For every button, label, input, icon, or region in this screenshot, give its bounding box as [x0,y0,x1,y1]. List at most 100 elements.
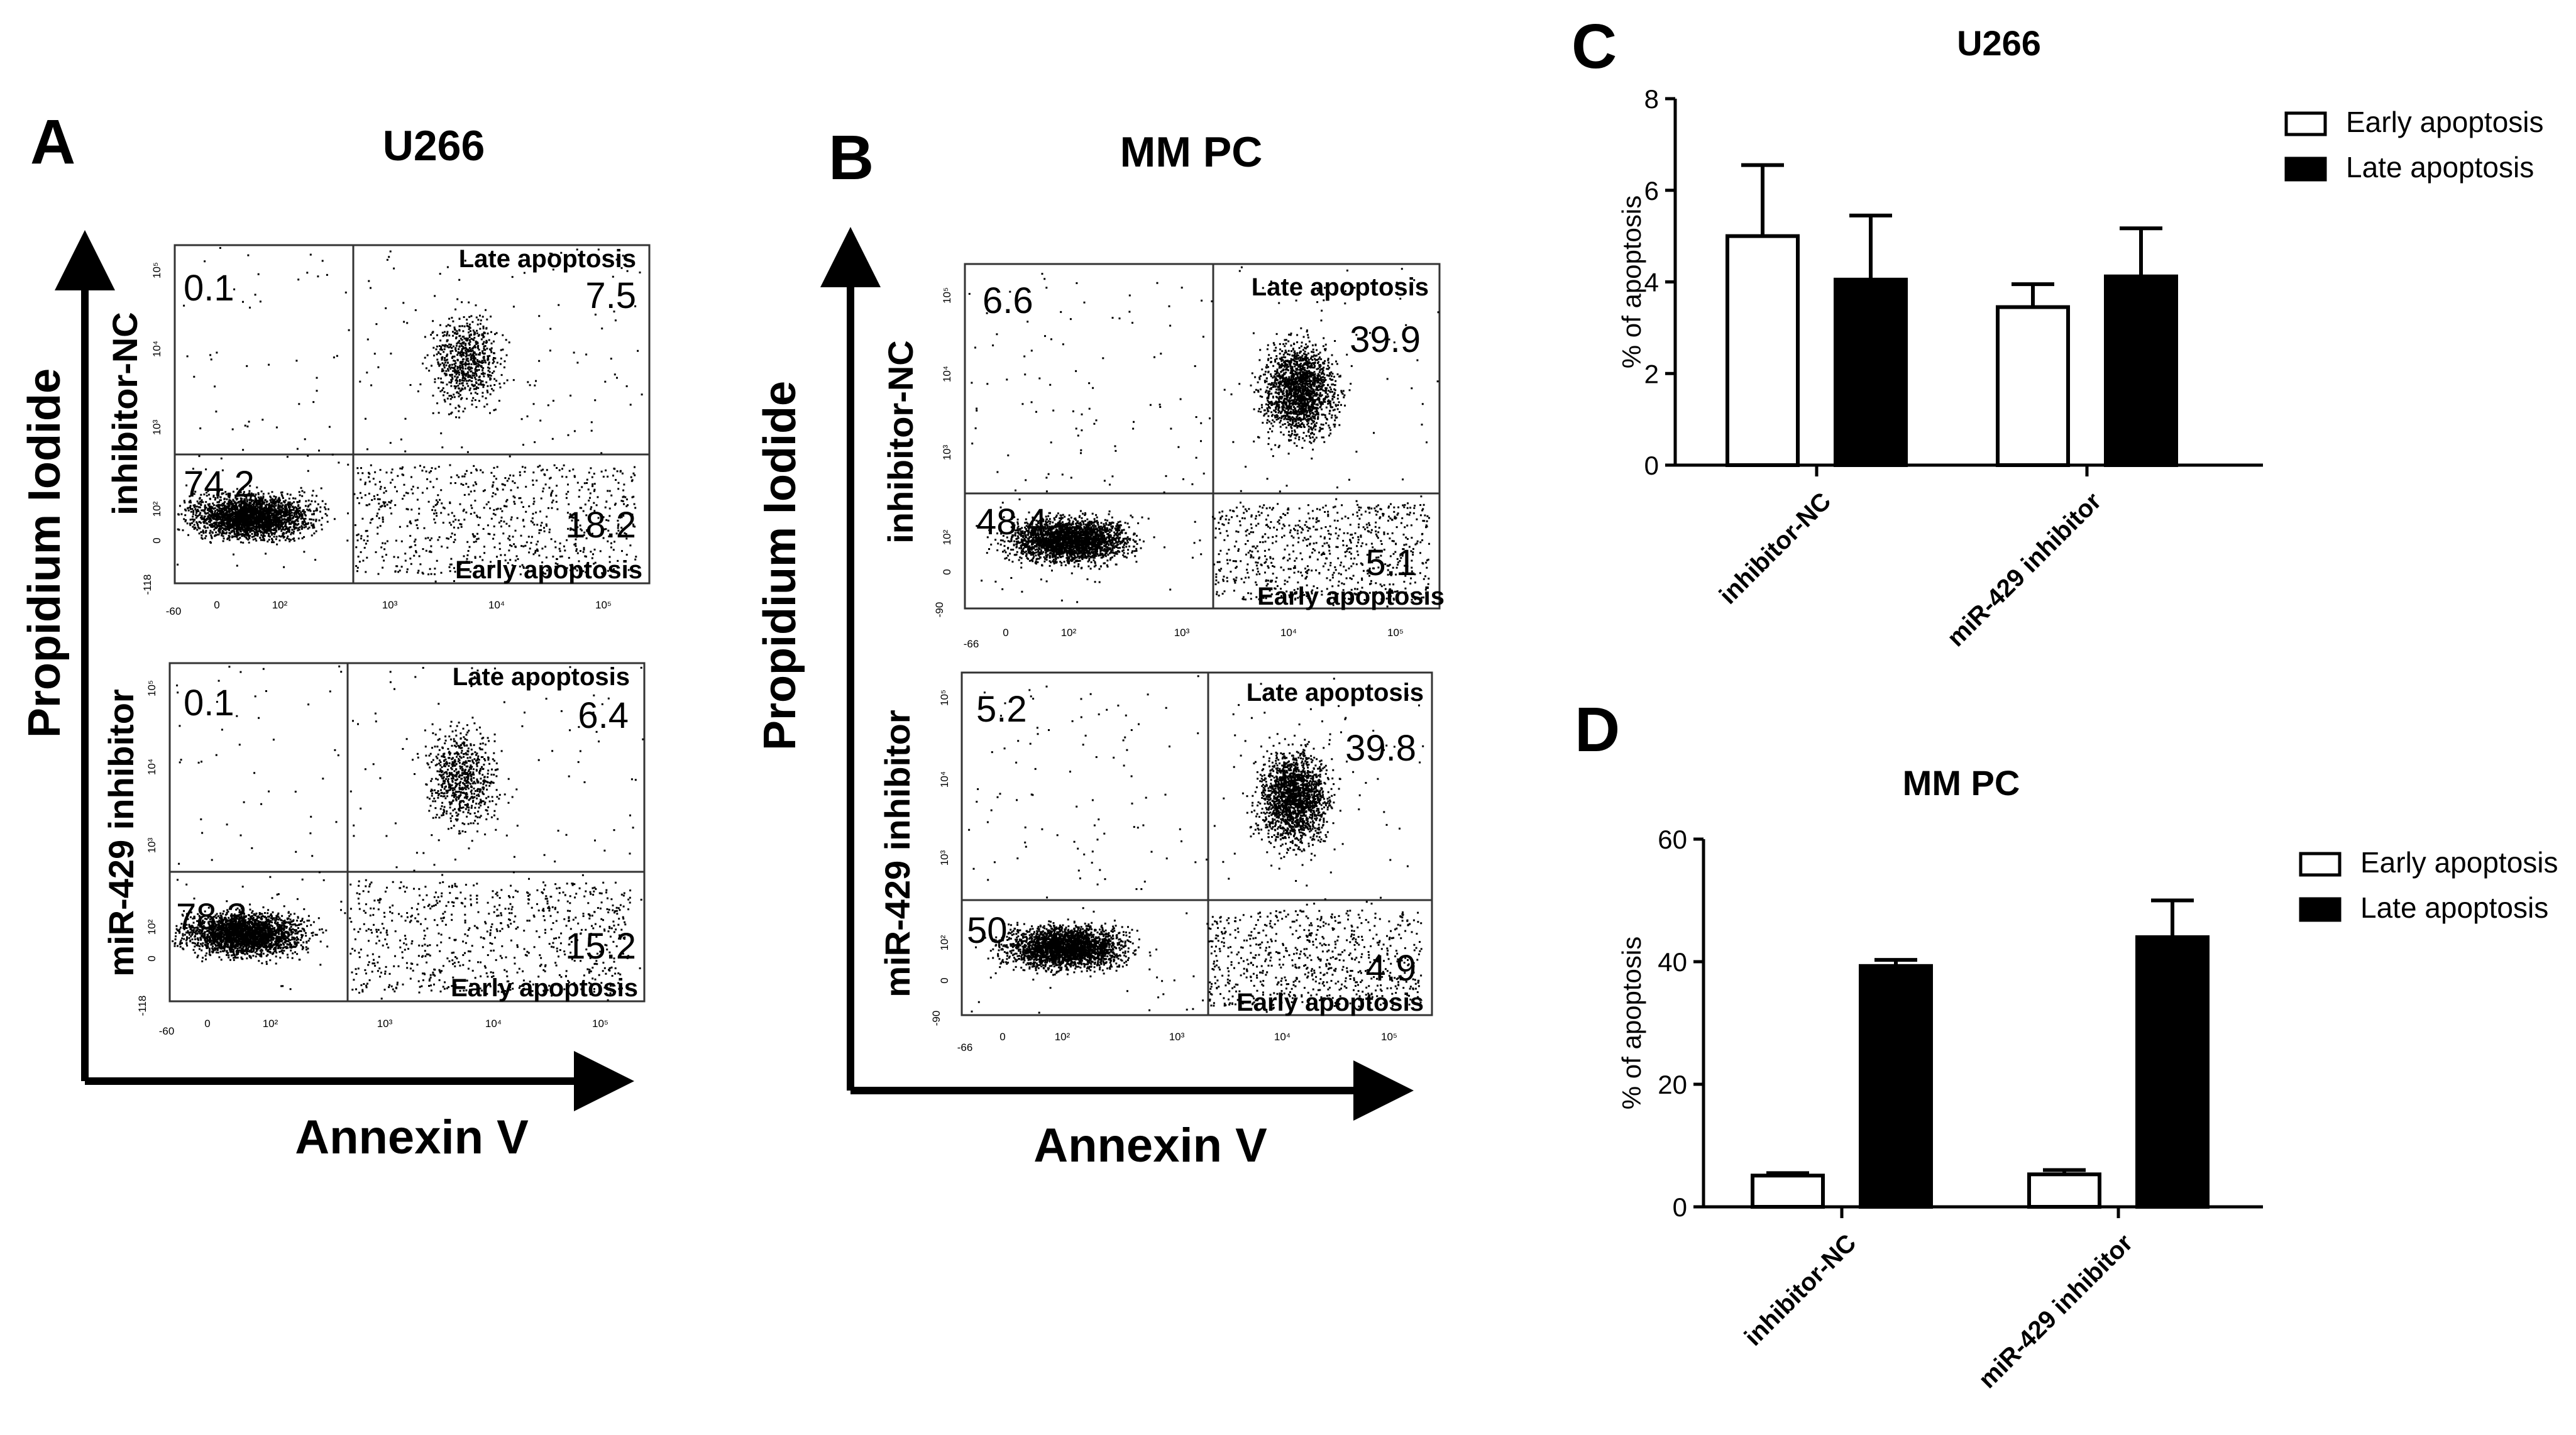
panel-b: B MM PC Propidium Iodide Annexin V inhib… [755,123,1445,1172]
quadrant-lower-right-value: 15.2 [565,926,636,967]
x-tick-label: 0 [204,1018,210,1030]
row-label: inhibitor-NC [881,340,920,543]
y-ticks: -90 0 10² 10³ 10⁴ 10⁵ [933,287,953,617]
x-tick-label: 10² [1061,627,1077,639]
quadrant-upper-right-value: 39.9 [1350,319,1421,360]
y-tick-label: 10³ [941,444,953,460]
panel-b-title: MM PC [1120,128,1263,176]
quadrant-lower-left-value: 48.4 [976,502,1047,542]
y-tick-label: 10⁵ [938,690,950,706]
chart-title: MM PC [1903,763,2020,803]
flow-plot: inhibitor-NC Late apoptosis Early apopto… [105,244,651,617]
x-tick-label: inhibitor-NC [1714,487,1836,609]
y-tick-label: 10⁵ [941,287,953,304]
x-tick-label: -66 [957,1042,973,1053]
x-tick-label: 10² [1055,1031,1071,1043]
early-apoptosis-label: Early apoptosis [455,556,642,584]
panel-a-x-axis-label: Annexin V [295,1111,529,1164]
quadrant-upper-left-value: 0.1 [184,268,234,309]
panel-d: D MM PC % of apoptosis 0 20 40 60 inhibitor-NC… [1575,695,2558,1394]
panel-b-y-axis-label: Propidium Iodide [755,381,805,750]
y-tick-label: 0 [146,955,158,961]
x-tick-label: 10³ [1169,1031,1185,1043]
x-tick-label: 10⁵ [1381,1031,1397,1043]
flow-plot: miR-429 inhibitor Late apoptosis Early a… [878,671,1433,1053]
legend-swatch [2299,852,2342,877]
quadrant-lower-right-value: 5.1 [1365,542,1416,583]
legend-label: Late apoptosis [2360,891,2548,924]
x-tick-label: miR-429 inhibitor [1973,1229,2138,1394]
y-ticks: -118 0 10² 10³ 10⁴ 10⁵ [141,262,163,595]
y-ticks: -90 0 10² 10³ 10⁴ 10⁵ [930,690,950,1026]
x-tick-label: 10² [272,599,288,611]
y-tick-label: 0 [938,977,950,983]
x-ticks: -66 0 10² 10³ 10⁴ 10⁵ [957,1031,1397,1053]
y-tick-label: -90 [933,602,945,618]
bar-late-apoptosis [2135,935,2210,1209]
x-tick-label: 0 [214,599,219,611]
quadrant-upper-left-value: 6.6 [983,280,1033,321]
y-tick-label: 0 [941,569,953,575]
y-ticks: -118 0 10² 10³ 10⁴ 10⁵ [136,680,158,1016]
panel-a-title: U266 [383,122,485,170]
x-tick-label: 10² [263,1018,278,1030]
y-tick-label: 10⁴ [146,759,158,775]
y-tick-label: 0 [1673,1192,1687,1222]
y-tick-label: 2 [1644,359,1659,388]
flow-plot-frame [173,244,651,585]
y-tick-label: 60 [1658,825,1687,854]
x-tick-label: 10⁵ [1387,627,1404,639]
legend-swatch [2284,157,2327,182]
x-tick-label: 10⁴ [1280,627,1297,639]
y-tick-label: 0 [151,537,163,543]
late-apoptosis-label: Late apoptosis [1252,273,1429,301]
y-axis-label: % of apoptosis [1617,937,1646,1110]
bar-early-apoptosis [2027,1172,2101,1209]
flow-plot: inhibitor-NC Late apoptosis Early apopto… [881,263,1445,650]
y-tick-label: 10⁵ [146,680,158,696]
x-tick-label: 10⁵ [595,599,612,611]
bar-early-apoptosis [1996,305,2070,467]
x-tick-label: 0 [1003,627,1008,639]
panel-b-letter: B [828,123,874,193]
x-tick-label: 10³ [377,1018,393,1030]
flow-plot-frame [960,671,1433,1016]
x-tick-label: -60 [166,605,182,617]
quadrant-lower-left-value: 74.2 [184,464,255,505]
legend-label: Early apoptosis [2360,846,2558,879]
x-tick-label: 0 [999,1031,1005,1043]
quadrant-upper-left-value: 5.2 [976,689,1027,730]
panel-b-x-axis-label: Annexin V [1033,1119,1267,1172]
late-apoptosis-label: Late apoptosis [453,663,630,691]
y-tick-label: -118 [141,575,153,595]
flow-plot: miR-429 inhibitor Late apoptosis Early a… [101,662,646,1037]
bar-late-apoptosis [1859,964,1933,1209]
x-ticks: -66 0 10² 10³ 10⁴ 10⁵ [964,627,1404,650]
y-tick-label: 10⁴ [151,341,163,357]
y-tick-label: -90 [930,1011,942,1026]
bar-early-apoptosis [1751,1174,1825,1209]
row-label: miR-429 inhibitor [101,689,141,976]
x-tick-label: miR-429 inhibitor [1942,487,2106,652]
y-tick-label: 10⁴ [938,771,950,788]
y-tick-label: 4 [1644,268,1659,297]
y-tick-label: 20 [1658,1070,1687,1099]
y-tick-label: 10² [146,919,158,935]
quadrant-upper-right-value: 6.4 [578,695,629,736]
quadrant-lower-right-value: 18.2 [565,505,636,546]
y-tick-label: 10⁴ [941,366,953,382]
legend-label: Early apoptosis [2346,106,2544,138]
y-tick-label: 8 [1644,84,1659,114]
x-tick-label: -66 [964,638,979,650]
panel-a: A U266 Propidium Iodide Annexin V inhibi… [19,107,651,1164]
quadrant-upper-left-value: 0.1 [184,683,234,723]
row-label: miR-429 inhibitor [878,710,917,997]
x-tick-label: 10⁴ [488,599,505,611]
legend-label: Late apoptosis [2346,151,2534,184]
x-tick-label: -60 [159,1025,175,1037]
y-tick-label: 10³ [151,419,163,435]
event-dots [968,675,1424,1014]
legend-swatch [2284,111,2327,136]
y-tick-label: -118 [136,996,148,1016]
